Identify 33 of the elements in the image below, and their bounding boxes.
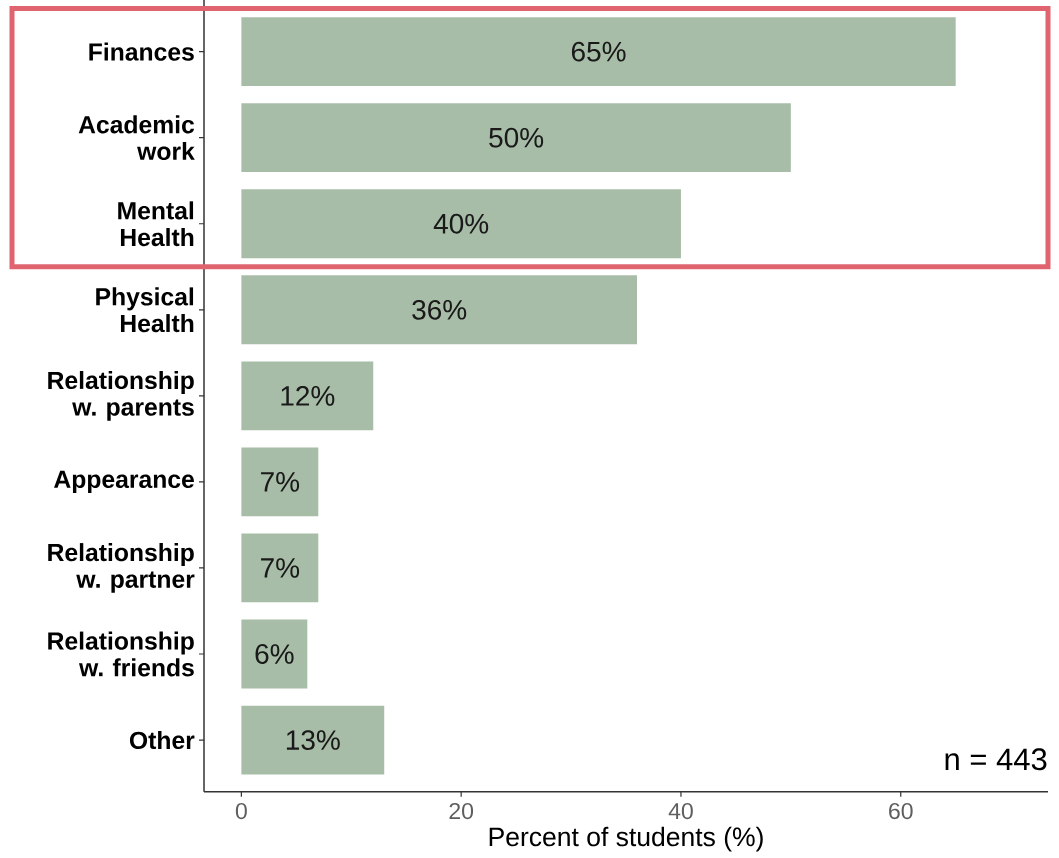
- data-label: 40%: [433, 213, 489, 234]
- x-tick-label: 60: [889, 802, 913, 820]
- x-tick-label: 0: [235, 802, 247, 820]
- data-label: 12%: [281, 386, 335, 406]
- data-label: 36%: [412, 299, 467, 320]
- y-tick-label: Mental Health: [118, 201, 194, 247]
- y-tick-label: Relationship w. partner: [48, 543, 195, 593]
- x-tick-label: 40: [668, 802, 693, 820]
- bar: [241, 619, 308, 689]
- data-label: 65%: [571, 41, 626, 62]
- data-label: 7%: [261, 558, 300, 578]
- data-label: 7%: [261, 472, 300, 492]
- bar: [241, 17, 956, 87]
- bar: [241, 361, 374, 431]
- y-tick-label: Relationship w. friends: [48, 631, 194, 677]
- y-tick-label: Academic work: [78, 115, 195, 161]
- y-tick-label: Finances: [89, 42, 194, 61]
- y-tick-label: Other: [129, 730, 195, 750]
- bar: [241, 533, 319, 603]
- y-tick-label: Physical Health: [96, 287, 194, 333]
- bar: [241, 447, 319, 517]
- x-axis-title: Percent of students (%): [489, 826, 763, 852]
- data-label: 50%: [489, 127, 544, 148]
- bar: [241, 705, 385, 775]
- data-label: 13%: [286, 730, 340, 750]
- y-tick-label: Relationship w. parents: [48, 370, 194, 421]
- annotation: n = 443: [945, 748, 1047, 771]
- bar: [241, 275, 637, 345]
- bar: [241, 189, 681, 259]
- x-tick-label: 20: [449, 802, 474, 820]
- bar: [241, 103, 791, 173]
- data-label: 6%: [255, 644, 294, 664]
- y-tick-label: Appearance: [54, 470, 194, 493]
